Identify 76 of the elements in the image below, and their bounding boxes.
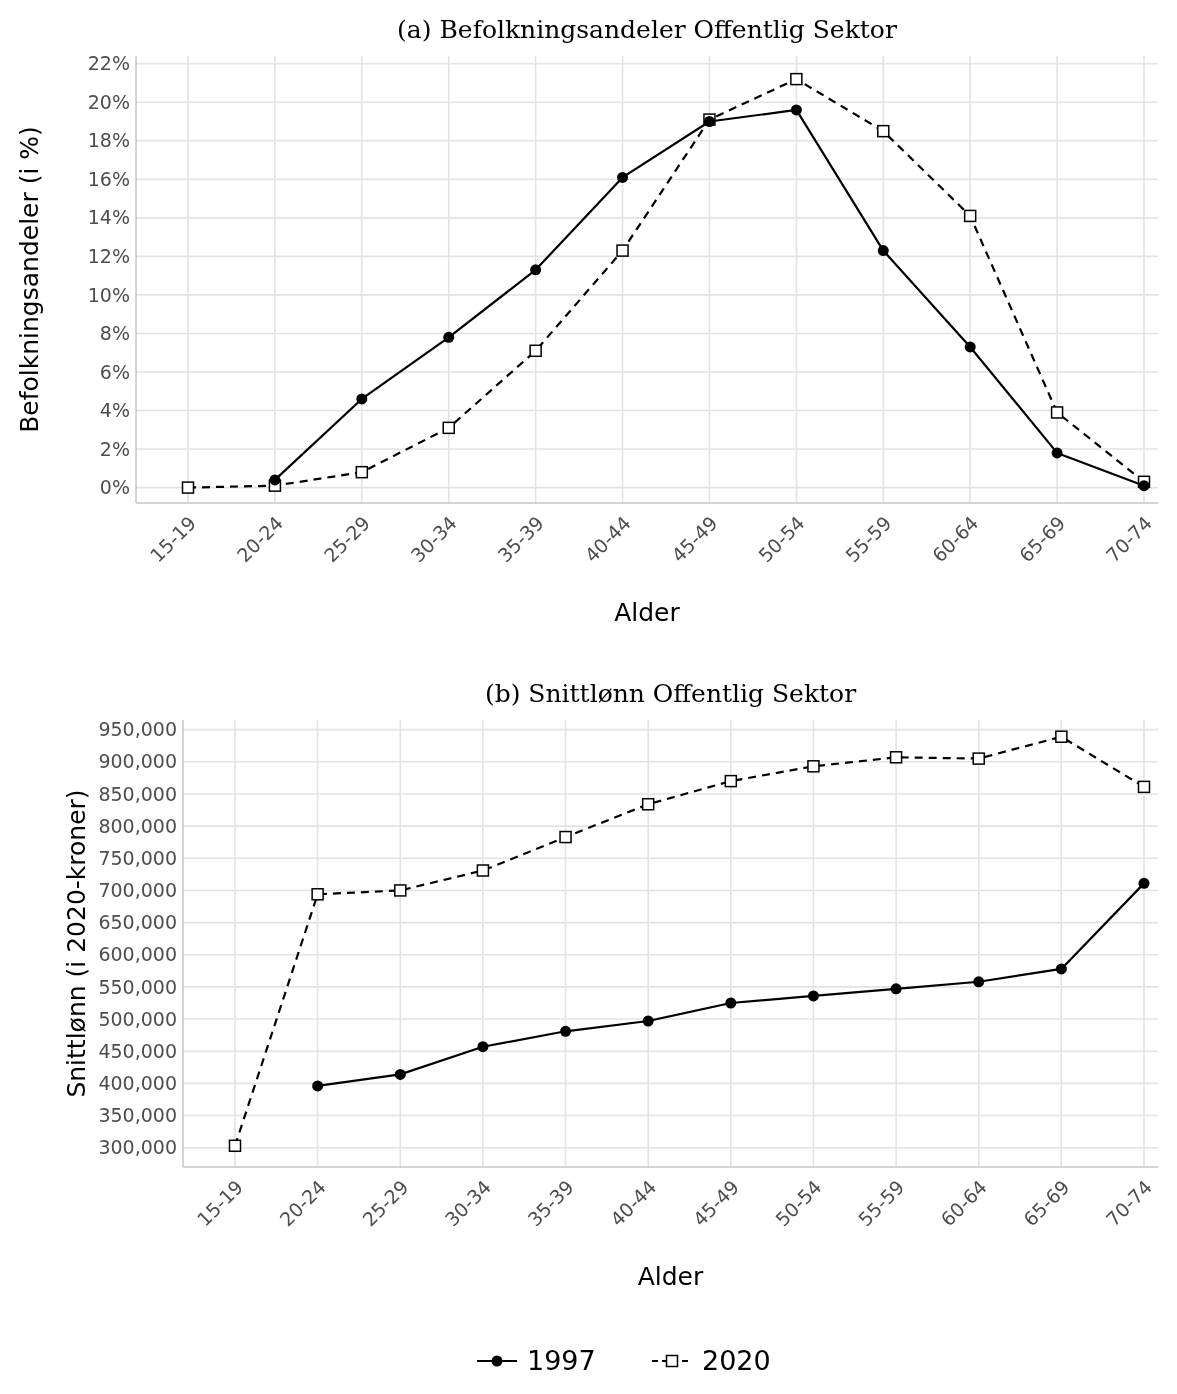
point bbox=[790, 72, 803, 86]
point bbox=[181, 481, 195, 494]
point bbox=[617, 171, 629, 183]
x-axis-title: Alder bbox=[637, 1262, 705, 1291]
point bbox=[394, 1068, 406, 1080]
point bbox=[529, 344, 542, 358]
point bbox=[559, 830, 572, 844]
point bbox=[807, 760, 820, 773]
point bbox=[1055, 730, 1068, 743]
y-tick-label: 400,000 bbox=[98, 1072, 177, 1095]
legend-label: 2020 bbox=[702, 1345, 771, 1377]
point bbox=[1137, 780, 1151, 794]
point bbox=[1055, 963, 1067, 975]
point bbox=[963, 209, 977, 223]
point bbox=[530, 264, 542, 276]
point bbox=[890, 983, 902, 995]
point bbox=[877, 124, 890, 138]
y-tick-label: 750,000 bbox=[98, 846, 177, 869]
point bbox=[394, 884, 407, 897]
point bbox=[642, 1015, 654, 1027]
y-tick-label: 950,000 bbox=[98, 718, 177, 741]
point bbox=[889, 751, 903, 764]
point bbox=[641, 798, 655, 811]
y-tick-label: 10% bbox=[87, 283, 130, 306]
y-tick-label: 6% bbox=[99, 360, 130, 383]
point bbox=[1051, 447, 1063, 459]
point bbox=[311, 888, 324, 901]
point bbox=[442, 421, 455, 435]
y-tick-label: 350,000 bbox=[98, 1104, 177, 1127]
y-tick-label: 20% bbox=[87, 90, 130, 113]
y-tick-label: 4% bbox=[99, 399, 130, 422]
point bbox=[964, 341, 976, 353]
x-axis-title: Alder bbox=[614, 598, 681, 627]
y-tick-label: 22% bbox=[87, 52, 130, 75]
point bbox=[1138, 480, 1150, 492]
point bbox=[1050, 406, 1064, 419]
y-tick-label: 450,000 bbox=[98, 1039, 177, 1062]
point bbox=[443, 331, 455, 343]
y-tick-label: 600,000 bbox=[98, 943, 177, 966]
point bbox=[312, 1080, 324, 1092]
y-tick-label: 14% bbox=[87, 206, 130, 229]
point bbox=[725, 997, 737, 1009]
y-tick-label: 850,000 bbox=[98, 782, 177, 805]
point bbox=[476, 864, 490, 877]
point bbox=[355, 465, 369, 479]
y-tick-label: 12% bbox=[87, 245, 130, 268]
y-tick-label: 650,000 bbox=[98, 911, 177, 934]
point bbox=[356, 393, 368, 405]
point bbox=[477, 1041, 489, 1053]
point bbox=[790, 104, 802, 116]
point bbox=[269, 474, 281, 486]
y-tick-label: 0% bbox=[99, 476, 130, 499]
y-tick-label: 18% bbox=[87, 129, 130, 152]
point bbox=[877, 245, 889, 257]
point bbox=[972, 752, 985, 765]
y-axis-title: Snittlønn (i 2020-kroner) bbox=[62, 789, 91, 1098]
y-tick-label: 300,000 bbox=[98, 1136, 177, 1159]
y-tick-label: 16% bbox=[87, 167, 130, 190]
point bbox=[724, 774, 738, 788]
y-tick-label: 700,000 bbox=[98, 879, 177, 902]
point bbox=[973, 976, 985, 988]
y-tick-label: 550,000 bbox=[98, 975, 177, 998]
y-axis-title: Befolkningsandeler (i %) bbox=[15, 126, 44, 433]
y-tick-label: 500,000 bbox=[98, 1007, 177, 1030]
point bbox=[807, 990, 819, 1002]
y-tick-label: 2% bbox=[99, 437, 130, 460]
y-tick-label: 800,000 bbox=[98, 814, 177, 837]
point bbox=[1138, 877, 1150, 889]
y-tick-label: 8% bbox=[99, 322, 130, 345]
y-tick-label: 900,000 bbox=[98, 750, 177, 773]
chart-title: (b) Snittlønn Offentlig Sektor bbox=[484, 679, 857, 708]
legend-label: 1997 bbox=[527, 1345, 596, 1377]
point bbox=[228, 1139, 242, 1153]
chart-title: (a) Befolkningsandeler Offentlig Sektor bbox=[397, 15, 897, 44]
point bbox=[616, 244, 629, 257]
point bbox=[560, 1025, 572, 1037]
